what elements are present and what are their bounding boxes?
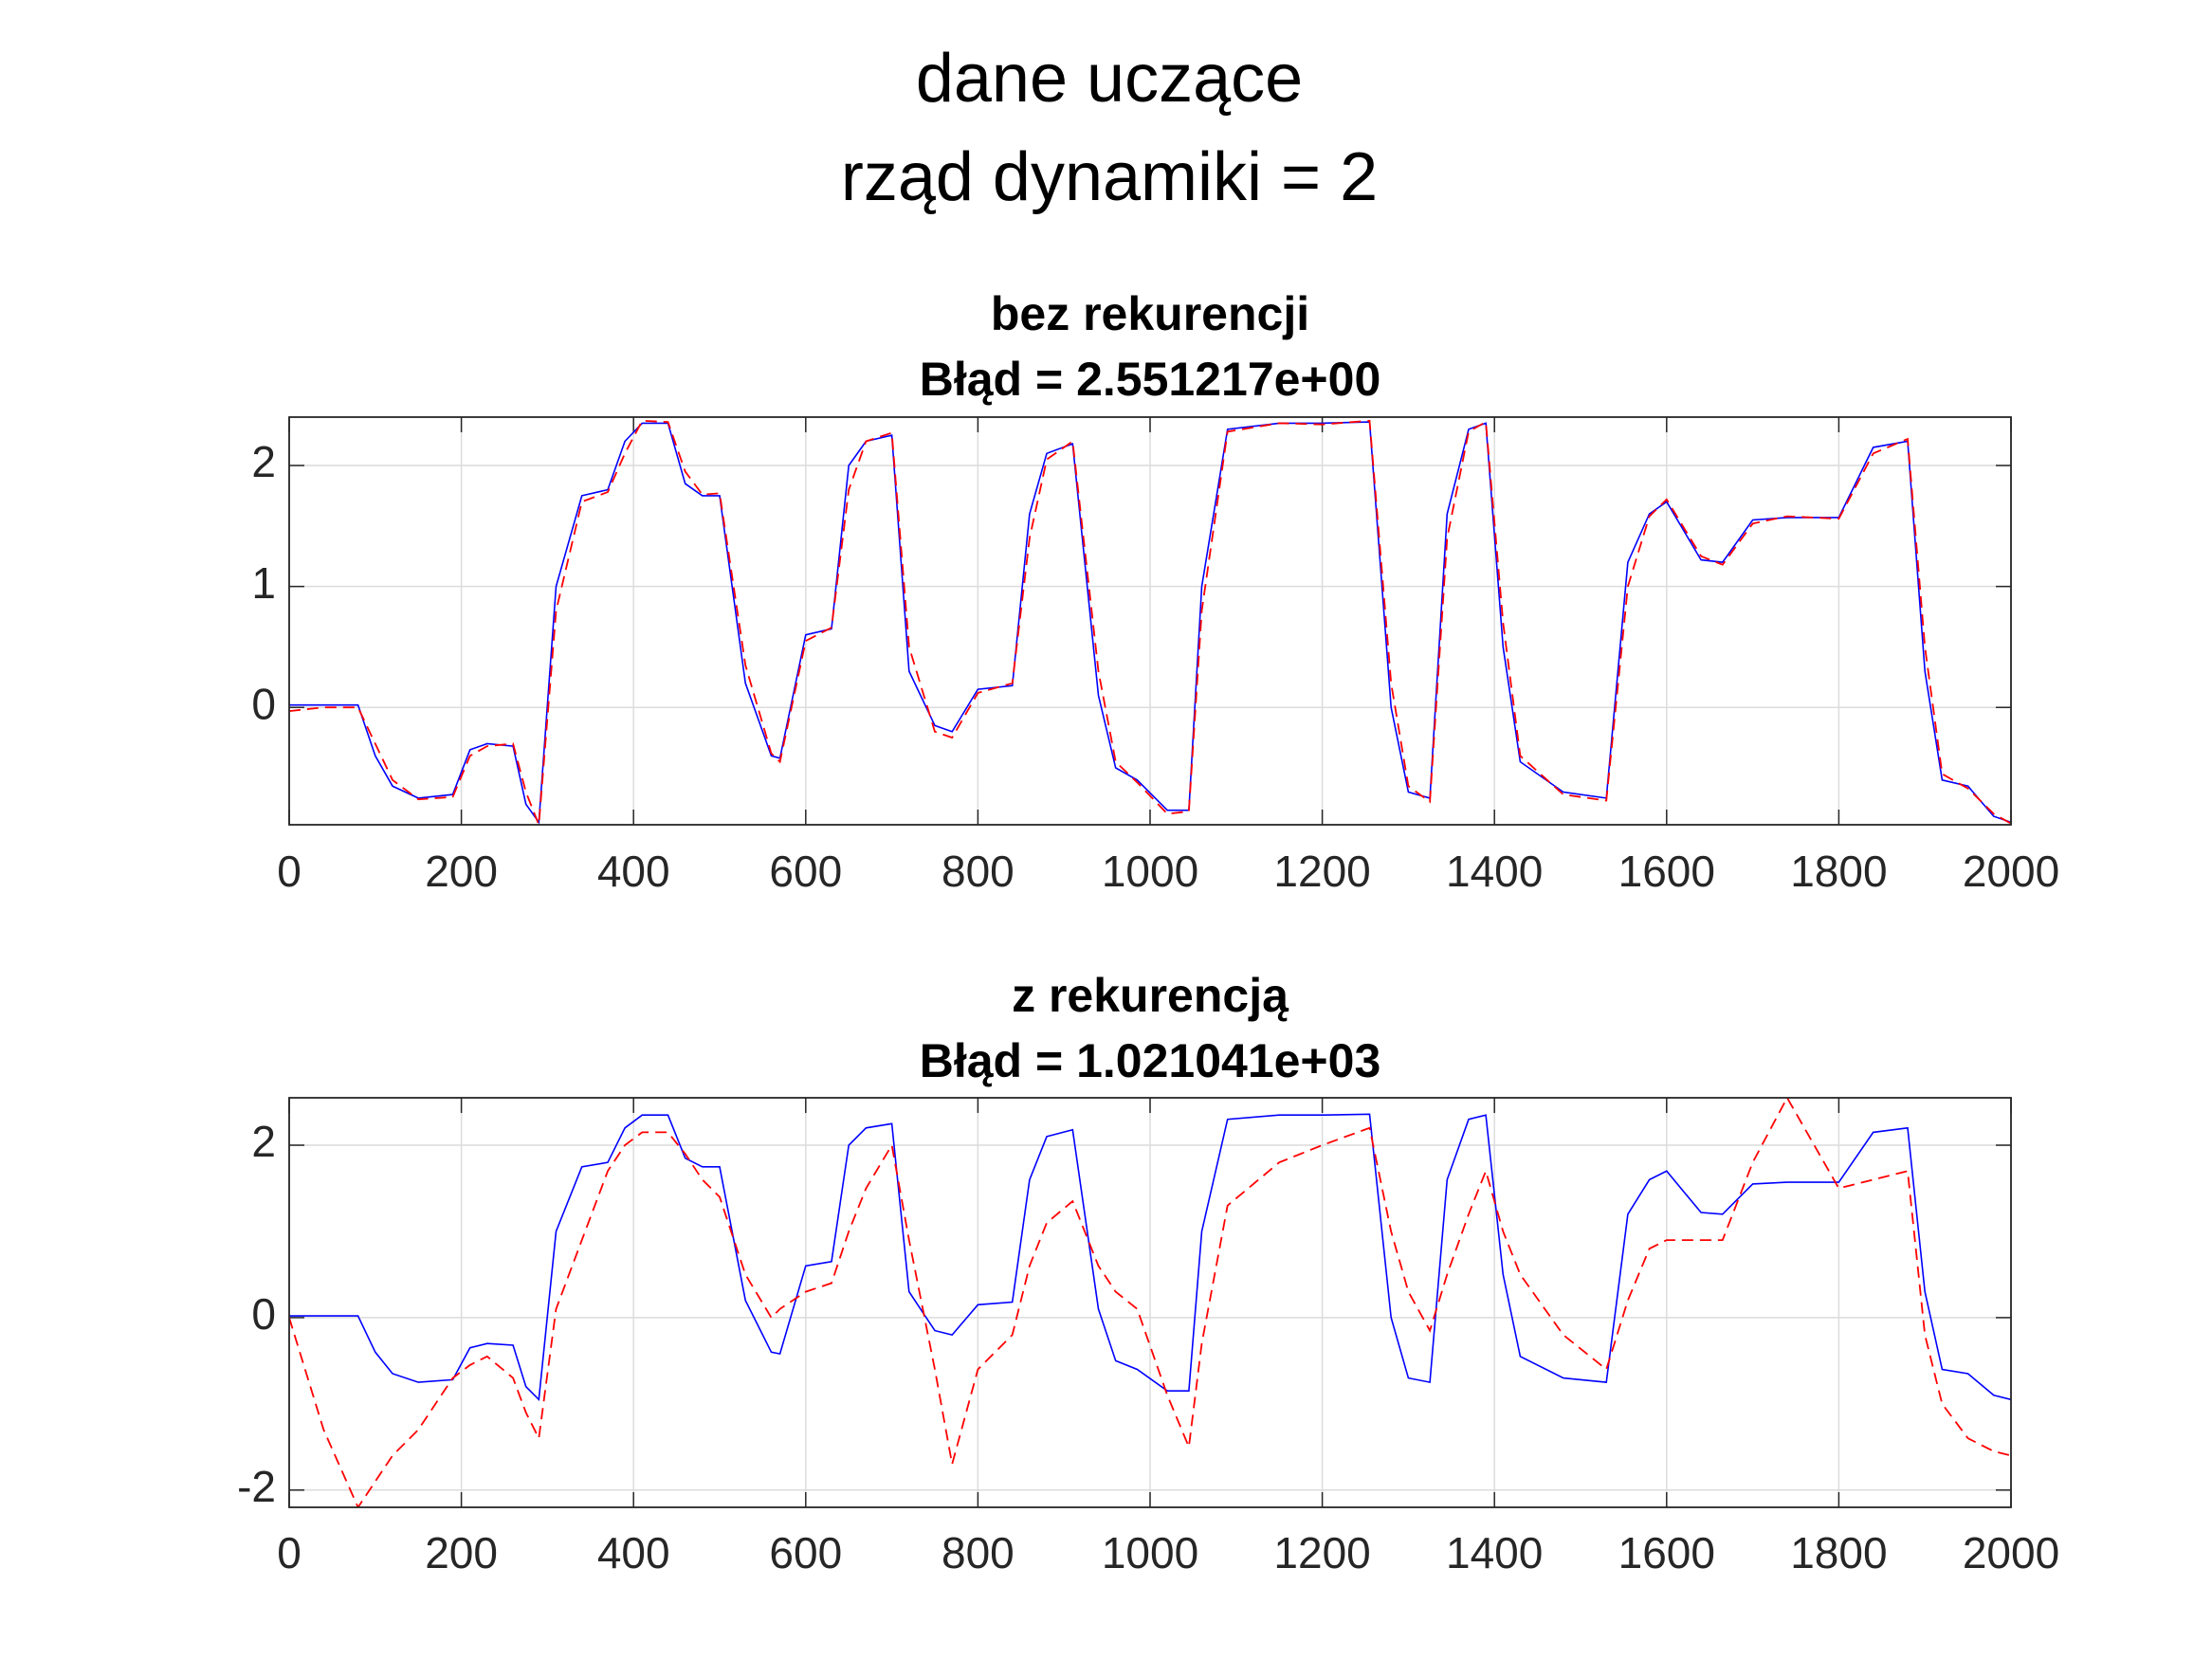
axes-box	[288, 416, 2012, 826]
chart-title: Błąd = 1.021041e+03	[920, 1034, 1381, 1087]
x-tick-label: 0	[277, 847, 302, 896]
x-tick-label: 1200	[1273, 847, 1370, 896]
axes-box	[288, 1097, 2012, 1508]
x-tick-label: 600	[769, 1528, 842, 1577]
x-tick-label: 400	[597, 847, 670, 896]
x-tick-label: 1400	[1446, 1528, 1543, 1577]
y-tick-label: 0	[251, 679, 276, 728]
x-tick-label: 1600	[1618, 847, 1715, 896]
x-tick-label: 1400	[1446, 847, 1543, 896]
y-tick-label: 0	[251, 1289, 276, 1339]
series-line	[289, 1113, 2011, 1402]
x-tick-label: 2000	[1963, 1528, 2059, 1577]
chart-title: Błąd = 2.551217e+00	[920, 353, 1381, 406]
series-line	[289, 1098, 2011, 1507]
x-tick-label: 1800	[1790, 847, 1887, 896]
x-tick-label: 200	[425, 1528, 498, 1577]
x-tick-label: 1600	[1618, 1528, 1715, 1577]
x-tick-label: 1800	[1790, 1528, 1887, 1577]
x-tick-label: 1000	[1102, 1528, 1198, 1577]
chart-title: z rekurencją	[1012, 969, 1289, 1022]
series-line	[289, 419, 2011, 825]
x-tick-label: 0	[277, 1528, 302, 1577]
x-tick-label: 200	[425, 847, 498, 896]
y-tick-label: 2	[251, 437, 276, 486]
x-tick-label: 800	[941, 1528, 1015, 1577]
x-tick-label: 1200	[1273, 1528, 1370, 1577]
x-tick-label: 400	[597, 1528, 670, 1577]
figure-title: dane uczące	[916, 41, 1303, 117]
x-tick-label: 800	[941, 847, 1015, 896]
chart-title: bez rekurencji	[991, 287, 1309, 340]
series-line	[289, 421, 2011, 825]
x-tick-label: 2000	[1963, 847, 2059, 896]
x-tick-label: 600	[769, 847, 842, 896]
x-tick-label: 1000	[1102, 847, 1198, 896]
figure-title: rząd dynamiki = 2	[841, 139, 1378, 215]
y-tick-label: -2	[237, 1462, 276, 1511]
y-tick-label: 2	[251, 1117, 276, 1166]
y-tick-label: 1	[251, 558, 276, 608]
